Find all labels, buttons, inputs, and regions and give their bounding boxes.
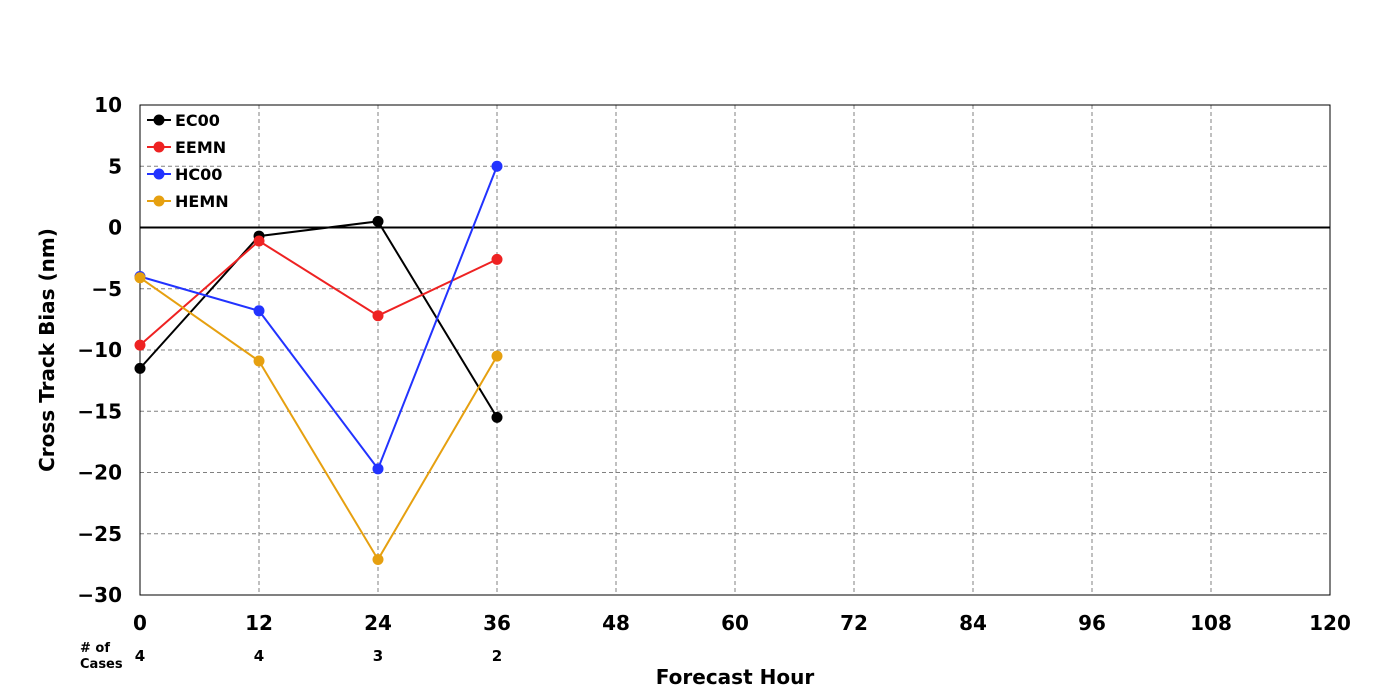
- data-point-hc00: [491, 160, 503, 172]
- legend-item-hemn: HEMN: [147, 192, 229, 211]
- series-layer: [134, 160, 503, 565]
- series-hemn: [134, 272, 503, 565]
- x-tick-label: 12: [245, 611, 273, 635]
- data-point-ec00: [372, 215, 384, 227]
- y-tick-label: −20: [77, 461, 122, 485]
- y-tick-label: −25: [77, 522, 122, 546]
- data-point-ec00: [134, 362, 146, 374]
- y-tick-label: −15: [77, 399, 122, 423]
- data-point-eemn: [253, 235, 265, 247]
- legend: EC00 EEMN HC00 HEMN: [147, 111, 229, 211]
- x-tick-label: 108: [1190, 611, 1232, 635]
- cases-counts: 4 4 3 2: [135, 647, 502, 665]
- grid-lines: [140, 105, 1330, 595]
- case-count: 2: [492, 647, 502, 665]
- series-line-hc00: [139, 165, 498, 471]
- y-tick-label: 5: [108, 154, 122, 178]
- y-axis-title: Cross Track Bias (nm): [35, 228, 59, 472]
- cases-label-line1: # of: [80, 641, 110, 656]
- series-line-ec00: [139, 220, 498, 418]
- y-tick-label: −5: [91, 277, 122, 301]
- x-tick-label: 36: [483, 611, 511, 635]
- x-tick-label: 84: [959, 611, 987, 635]
- data-point-hemn: [253, 355, 265, 367]
- case-count: 4: [135, 647, 145, 665]
- legend-item-hc00: HC00: [147, 165, 222, 184]
- x-tick-label: 24: [364, 611, 392, 635]
- legend-label: EEMN: [175, 138, 226, 157]
- legend-label: HC00: [175, 165, 222, 184]
- case-count: 4: [254, 647, 264, 665]
- data-point-eemn: [491, 253, 503, 265]
- legend-label: HEMN: [175, 192, 229, 211]
- data-point-hemn: [491, 350, 503, 362]
- x-tick-label: 72: [840, 611, 868, 635]
- legend-swatch-marker: [153, 195, 165, 207]
- x-tick-label: 60: [721, 611, 749, 635]
- data-point-hemn: [372, 553, 384, 565]
- data-point-hc00: [253, 305, 265, 317]
- x-axis-title: Forecast Hour: [656, 665, 815, 689]
- legend-swatch-marker: [153, 168, 165, 180]
- data-point-eemn: [134, 339, 146, 351]
- legend-item-ec00: EC00: [147, 111, 220, 130]
- cases-label-line2: Cases: [80, 657, 123, 672]
- series-line-hemn: [139, 276, 498, 562]
- legend-item-eemn: EEMN: [147, 138, 226, 157]
- y-tick-label: −10: [77, 338, 122, 362]
- data-point-eemn: [372, 310, 384, 322]
- y-tick-label: 0: [108, 216, 122, 240]
- y-tick-label: 10: [94, 93, 122, 117]
- x-tick-label: 0: [133, 611, 147, 635]
- legend-swatch-marker: [153, 114, 165, 126]
- data-point-ec00: [491, 411, 503, 423]
- x-tick-label: 48: [602, 611, 630, 635]
- legend-label: EC00: [175, 111, 220, 130]
- x-tick-label: 120: [1309, 611, 1351, 635]
- x-tick-label: 96: [1078, 611, 1106, 635]
- data-point-hemn: [134, 272, 146, 284]
- series-ec00: [134, 215, 503, 423]
- y-axis-ticks: 10 5 0 −5 −10 −15 −20 −25 −30: [77, 93, 122, 607]
- legend-swatch-marker: [153, 141, 165, 153]
- data-point-hc00: [372, 463, 384, 475]
- y-tick-label: −30: [77, 583, 122, 607]
- x-axis-ticks: 0 12 24 36 48 60 72 84 96 108 120: [133, 611, 1351, 635]
- case-count: 3: [373, 647, 383, 665]
